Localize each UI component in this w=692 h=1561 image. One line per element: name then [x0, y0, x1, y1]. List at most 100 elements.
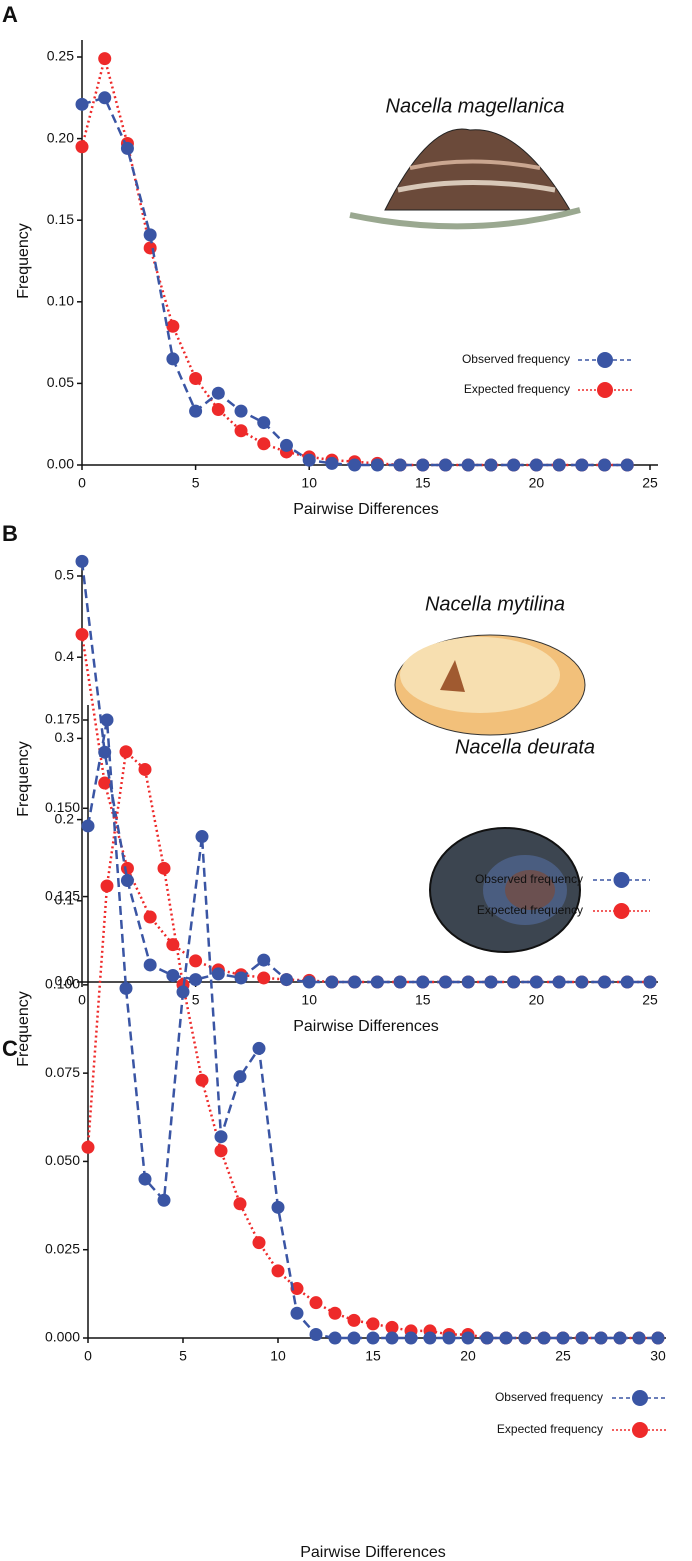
legend-marker: [613, 903, 630, 919]
data-point: [423, 1331, 437, 1345]
data-point: [234, 404, 248, 418]
chart-title: Nacella mytilina: [425, 593, 565, 615]
limpet-illustration-a: [349, 128, 581, 230]
data-point: [651, 1331, 665, 1345]
data-point: [366, 1317, 380, 1331]
data-point: [461, 975, 475, 989]
panel-label: B: [2, 521, 18, 546]
data-point: [575, 1331, 589, 1345]
y-tick-label: 0.150: [45, 799, 80, 815]
data-point: [484, 975, 498, 989]
data-point: [325, 975, 339, 989]
data-point: [143, 241, 157, 255]
data-point: [157, 1193, 171, 1207]
data-point: [393, 975, 407, 989]
y-tick-label: 0.025: [45, 1240, 80, 1256]
y-tick-label: 0.20: [47, 129, 74, 145]
data-point: [480, 1331, 494, 1345]
data-point: [507, 975, 521, 989]
y-tick-label: 0.2: [55, 810, 75, 826]
data-point: [416, 975, 430, 989]
y-tick-label: 0.0: [55, 973, 75, 989]
data-point: [166, 969, 180, 983]
x-tick-label: 25: [555, 1348, 571, 1364]
data-point: [598, 975, 612, 989]
data-point: [404, 1331, 418, 1345]
data-point: [279, 438, 293, 452]
data-point: [620, 458, 634, 472]
series-line: [80, 53, 628, 467]
data-point: [233, 1197, 247, 1211]
y-tick-label: 0.075: [45, 1064, 80, 1080]
data-point: [328, 1306, 342, 1320]
y-tick-label: 0.10: [47, 293, 74, 309]
data-point: [166, 938, 180, 952]
x-tick-label: 20: [460, 1348, 476, 1364]
data-point: [234, 971, 248, 985]
data-point: [370, 458, 384, 472]
y-tick-label: 0.1: [55, 892, 75, 908]
chart-title: Nacella magellanica: [386, 95, 565, 117]
y-axis-label: Frequency: [15, 223, 32, 299]
data-point: [499, 1331, 513, 1345]
x-tick-label: 25: [642, 992, 658, 1008]
data-point: [484, 458, 498, 472]
x-tick-label: 5: [192, 475, 200, 491]
data-point: [143, 910, 157, 924]
y-tick-label: 0.175: [45, 711, 80, 727]
y-tick-label: 0.050: [45, 1152, 80, 1168]
y-tick-label: 0.05: [47, 374, 74, 390]
data-point: [393, 458, 407, 472]
data-point: [271, 1264, 285, 1278]
data-point: [120, 861, 134, 875]
y-tick-label: 0.100: [45, 976, 80, 992]
x-tick-label: 10: [301, 992, 317, 1008]
data-point: [257, 971, 271, 985]
data-point: [529, 975, 543, 989]
y-tick-label: 0.00: [47, 456, 74, 472]
data-point: [347, 1331, 361, 1345]
data-point: [189, 404, 203, 418]
data-point: [439, 975, 453, 989]
data-point: [556, 1331, 570, 1345]
data-point: [214, 1130, 228, 1144]
limpet-illustration-c: [429, 827, 581, 953]
data-point: [143, 958, 157, 972]
series-line: [81, 96, 628, 467]
x-tick-label: 15: [415, 475, 431, 491]
y-tick-label: 0.15: [47, 211, 74, 227]
data-point: [75, 627, 89, 641]
data-point: [461, 458, 475, 472]
data-point: [211, 403, 225, 417]
x-tick-label: 10: [301, 475, 317, 491]
data-point: [100, 713, 114, 727]
data-point: [252, 1236, 266, 1250]
data-point: [100, 879, 114, 893]
data-point: [233, 1070, 247, 1084]
data-point: [348, 975, 362, 989]
x-tick-label: 5: [179, 1348, 187, 1364]
legend-label: Expected frequency: [464, 382, 570, 396]
data-point: [279, 973, 293, 987]
legend-label: Observed frequency: [475, 872, 583, 886]
data-point: [575, 975, 589, 989]
data-point: [98, 52, 112, 66]
y-tick-label: 0.4: [55, 648, 75, 664]
y-tick-label: 0.5: [55, 567, 75, 583]
x-axis-label: Pairwise Differences: [300, 1544, 446, 1561]
data-point: [189, 372, 203, 386]
legend-label: Observed frequency: [495, 1390, 603, 1404]
y-tick-label: 0.3: [55, 729, 75, 745]
data-point: [211, 386, 225, 400]
data-point: [75, 140, 89, 154]
data-point: [257, 953, 271, 967]
data-point: [529, 458, 543, 472]
y-tick-label: 0.125: [45, 887, 80, 903]
data-point: [252, 1041, 266, 1055]
data-point: [195, 830, 209, 844]
data-point: [518, 1331, 532, 1345]
data-point: [385, 1331, 399, 1345]
data-point: [120, 874, 134, 887]
data-point: [214, 1144, 228, 1158]
